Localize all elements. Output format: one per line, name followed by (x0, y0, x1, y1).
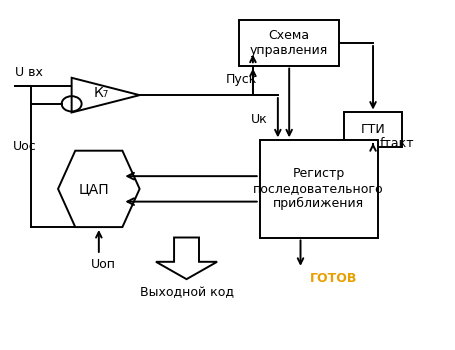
Bar (343, 112, 402, 147)
Text: Пуск: Пуск (225, 74, 257, 86)
Text: Выходной код: Выходной код (139, 286, 233, 299)
Polygon shape (58, 151, 139, 227)
Text: Uк: Uк (250, 113, 267, 126)
Polygon shape (156, 238, 217, 279)
Bar (239, 21, 339, 66)
Text: fтакт: fтакт (379, 137, 414, 150)
Text: ЦАП: ЦАП (79, 182, 109, 196)
Text: Uоп: Uоп (91, 258, 116, 271)
Text: U вх: U вх (15, 66, 43, 79)
Text: К₇: К₇ (93, 86, 109, 100)
Text: Uос: Uос (13, 140, 36, 153)
Text: ГТИ: ГТИ (360, 123, 384, 136)
Text: Схема
управления: Схема управления (249, 29, 328, 57)
Text: ГОТОВ: ГОТОВ (309, 272, 356, 285)
Bar (259, 140, 377, 238)
Text: Регистр
последовательного
приближения: Регистр последовательного приближения (253, 167, 383, 210)
Polygon shape (71, 78, 139, 112)
